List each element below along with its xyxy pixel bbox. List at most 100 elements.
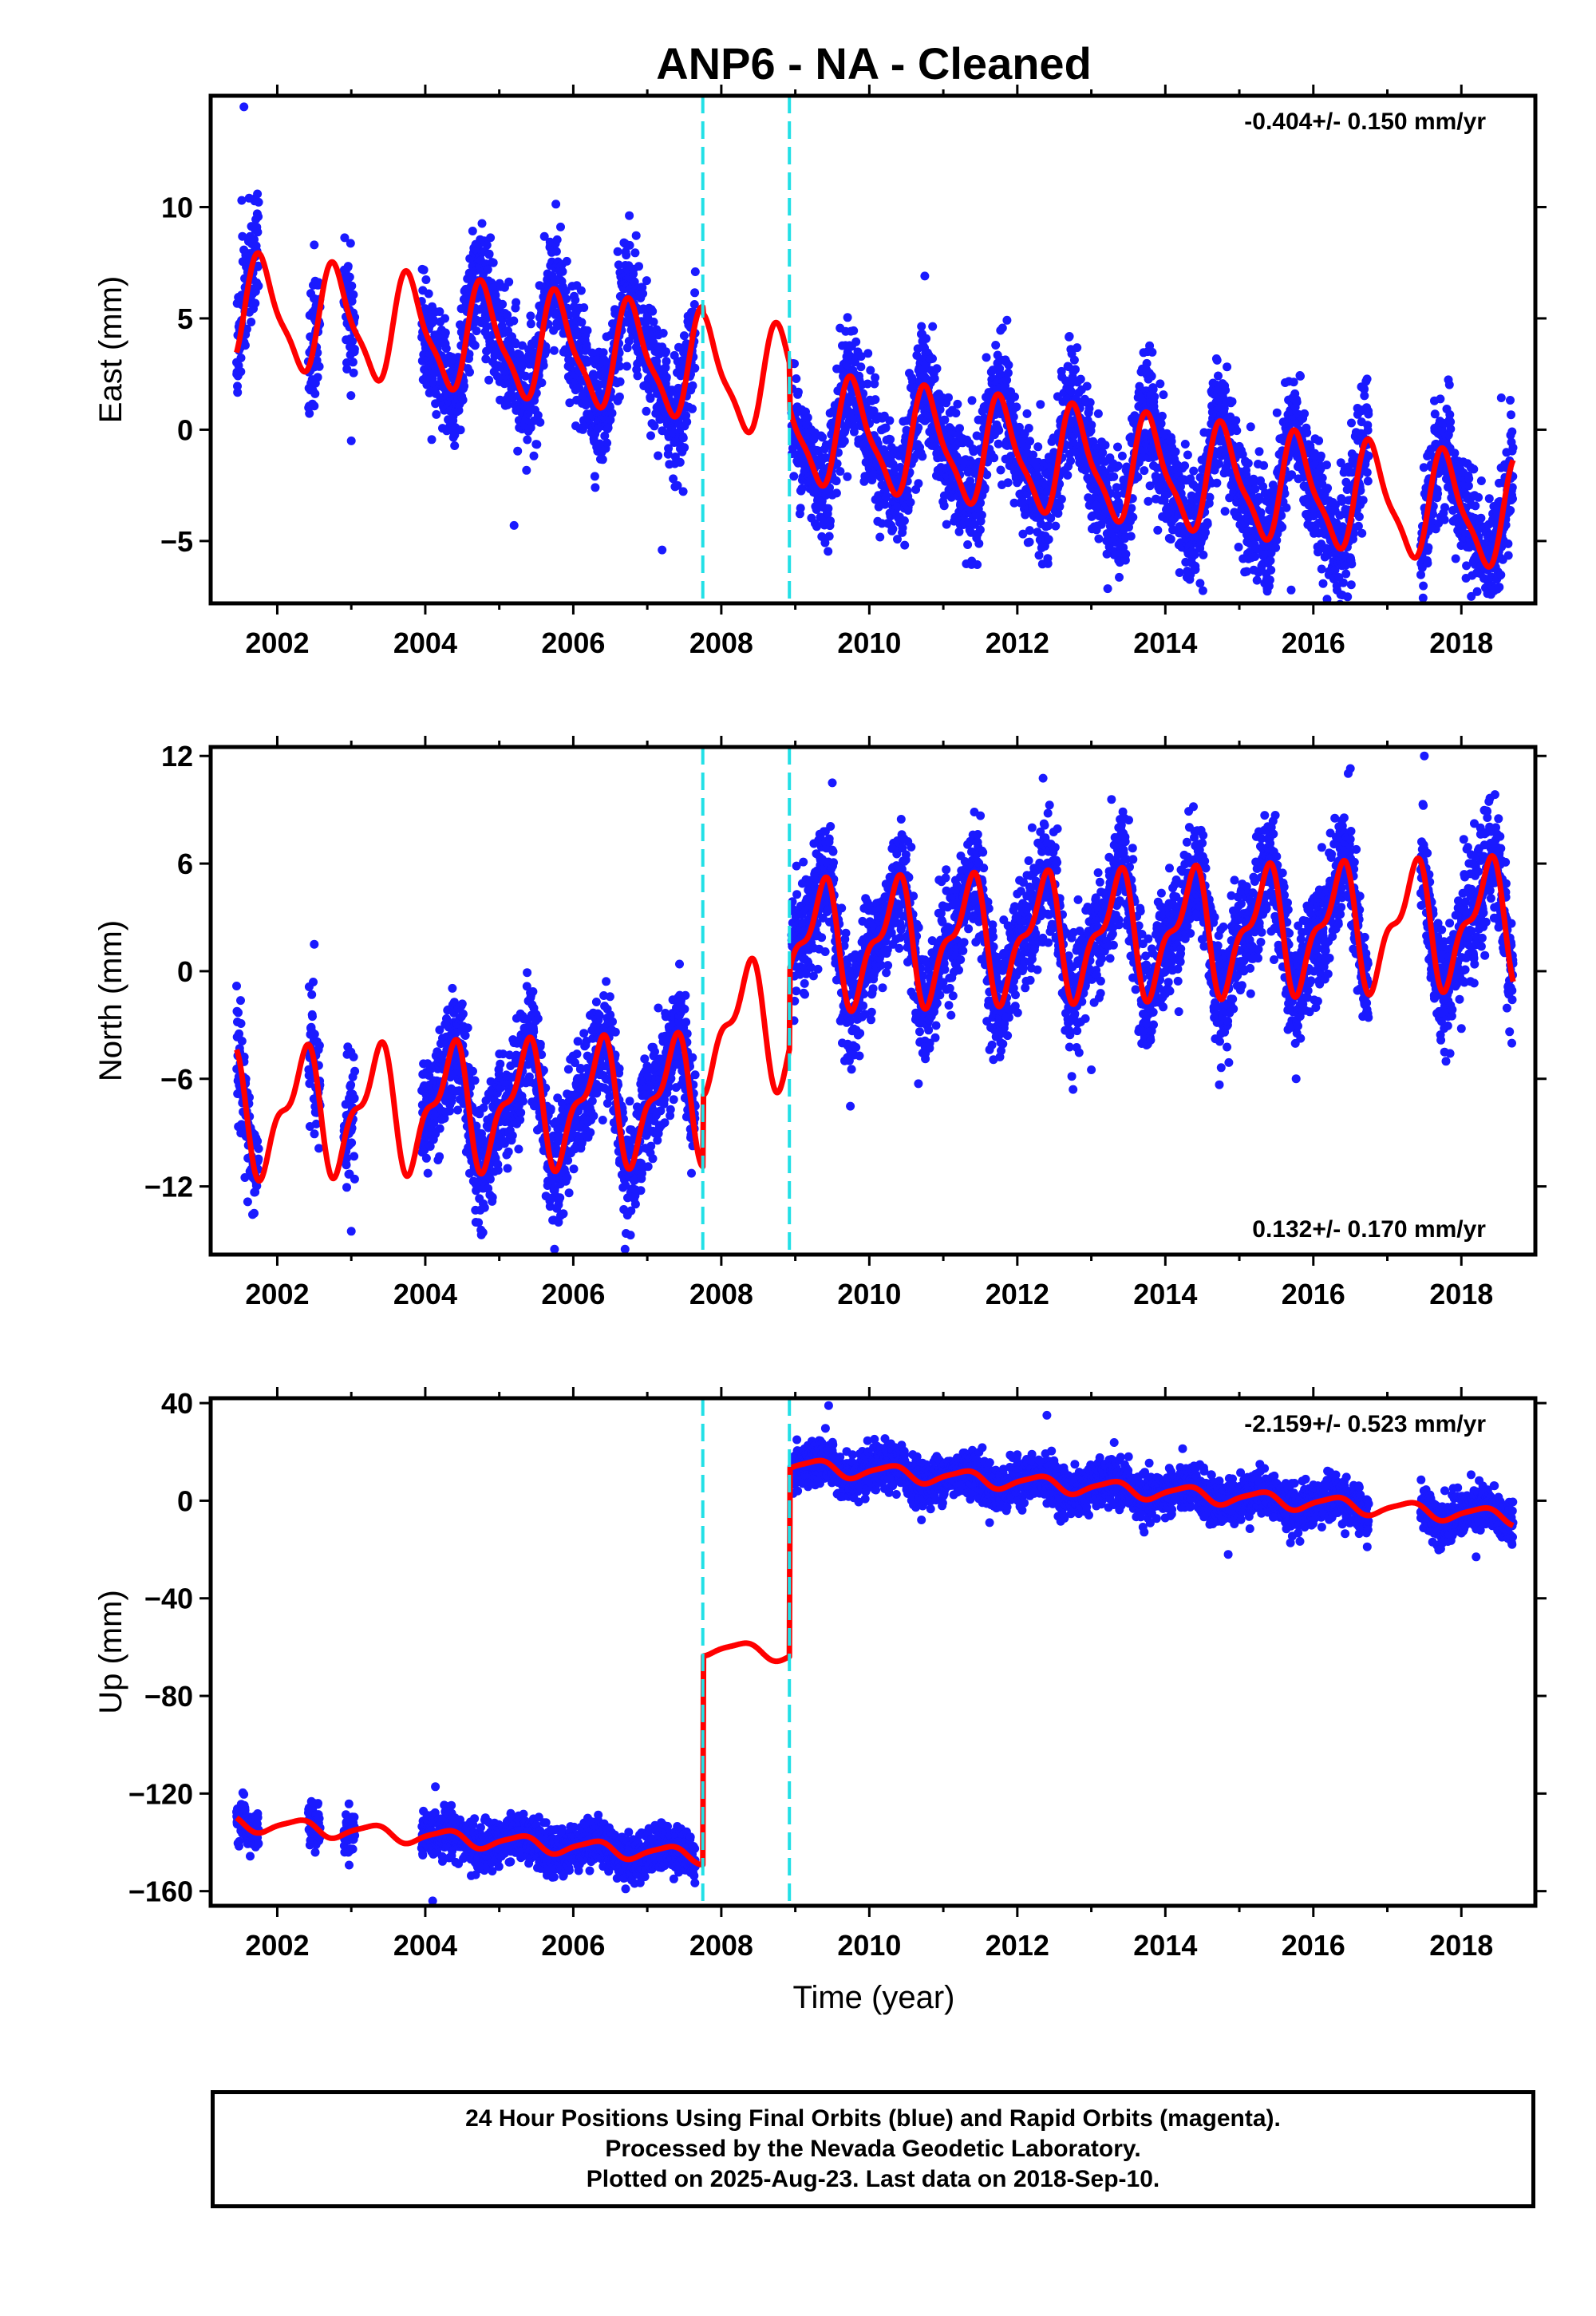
data-point — [1147, 371, 1156, 381]
data-point — [561, 287, 571, 295]
data-point — [942, 520, 951, 529]
data-point — [349, 290, 358, 299]
data-point — [450, 441, 460, 450]
data-point — [1212, 355, 1222, 365]
x-tick-label: 2010 — [837, 626, 901, 659]
data-point — [1115, 572, 1124, 582]
data-point — [512, 298, 521, 307]
y-axis-label: East (mm) — [93, 276, 128, 423]
data-point — [1065, 332, 1074, 341]
data-point — [345, 272, 354, 282]
data-point — [1082, 381, 1092, 391]
data-point — [342, 365, 352, 373]
data-point — [313, 373, 322, 382]
data-point — [650, 421, 659, 431]
data-point — [664, 444, 674, 453]
data-point — [1481, 608, 1490, 617]
data-point — [688, 381, 697, 390]
data-point — [513, 446, 523, 456]
data-point — [305, 409, 314, 418]
data-point — [237, 196, 247, 205]
data-point — [1098, 448, 1108, 457]
data-point — [1150, 392, 1159, 401]
x-tick-label: 2018 — [1429, 626, 1493, 659]
data-point — [1057, 495, 1066, 504]
data-point — [1010, 392, 1019, 401]
data-point — [793, 387, 803, 397]
data-point — [254, 212, 263, 221]
data-point — [583, 326, 592, 335]
data-point — [658, 329, 668, 338]
y-tick-label: 0 — [177, 413, 193, 446]
data-point — [1113, 461, 1123, 471]
data-point — [242, 324, 251, 334]
data-point — [944, 393, 953, 402]
data-point — [441, 344, 451, 354]
data-point — [238, 231, 247, 241]
data-point — [1234, 543, 1243, 551]
x-tick-label: 2004 — [393, 626, 457, 659]
x-tick-label: 2014 — [1133, 626, 1197, 659]
data-point — [1265, 575, 1274, 585]
data-point — [939, 501, 949, 511]
data-point — [236, 354, 246, 362]
data-point — [625, 211, 634, 220]
data-point — [1144, 496, 1153, 506]
data-point — [565, 398, 575, 408]
data-point — [1316, 451, 1325, 460]
data-point — [253, 189, 263, 199]
data-point — [237, 1037, 247, 1045]
data-point — [1231, 416, 1241, 425]
data-point — [481, 354, 491, 364]
data-point — [792, 374, 801, 383]
data-point — [1156, 419, 1166, 429]
data-point — [1507, 410, 1515, 420]
data-point — [1495, 583, 1504, 592]
data-point — [1317, 564, 1326, 574]
data-point — [607, 409, 617, 418]
data-point — [688, 404, 697, 413]
data-point — [906, 497, 915, 507]
data-point — [1440, 515, 1449, 524]
data-point — [598, 455, 607, 464]
data-point — [1036, 400, 1045, 409]
data-point — [1073, 343, 1082, 353]
data-point — [1418, 593, 1428, 603]
data-point — [1364, 409, 1373, 419]
data-point — [994, 425, 1004, 435]
data-point — [982, 353, 991, 362]
data-point — [615, 377, 625, 386]
data-point — [521, 371, 531, 381]
data-point — [458, 395, 468, 405]
data-point — [1025, 526, 1034, 536]
data-point — [975, 525, 985, 535]
data-point — [1266, 565, 1276, 575]
data-point — [1140, 466, 1149, 476]
data-point — [1363, 425, 1373, 435]
data-point — [532, 440, 542, 449]
data-point — [562, 256, 571, 266]
data-point — [456, 425, 465, 435]
data-point — [590, 472, 599, 481]
data-point — [236, 996, 245, 1006]
data-point — [1300, 409, 1310, 418]
data-point — [1109, 472, 1119, 481]
data-point — [547, 271, 557, 280]
data-point — [1440, 503, 1449, 512]
data-point — [595, 439, 605, 449]
data-point — [575, 383, 584, 393]
data-point — [951, 409, 961, 418]
data-point — [680, 443, 689, 453]
data-point — [236, 367, 246, 377]
plot-area — [232, 102, 1518, 617]
data-point — [1025, 537, 1034, 547]
data-point — [676, 371, 685, 381]
data-point — [239, 102, 249, 112]
data-point — [1472, 587, 1482, 596]
data-point — [994, 439, 1003, 449]
data-point — [991, 341, 1001, 350]
observation-points — [232, 102, 1518, 617]
data-point — [1471, 501, 1480, 511]
data-point — [1220, 507, 1230, 516]
